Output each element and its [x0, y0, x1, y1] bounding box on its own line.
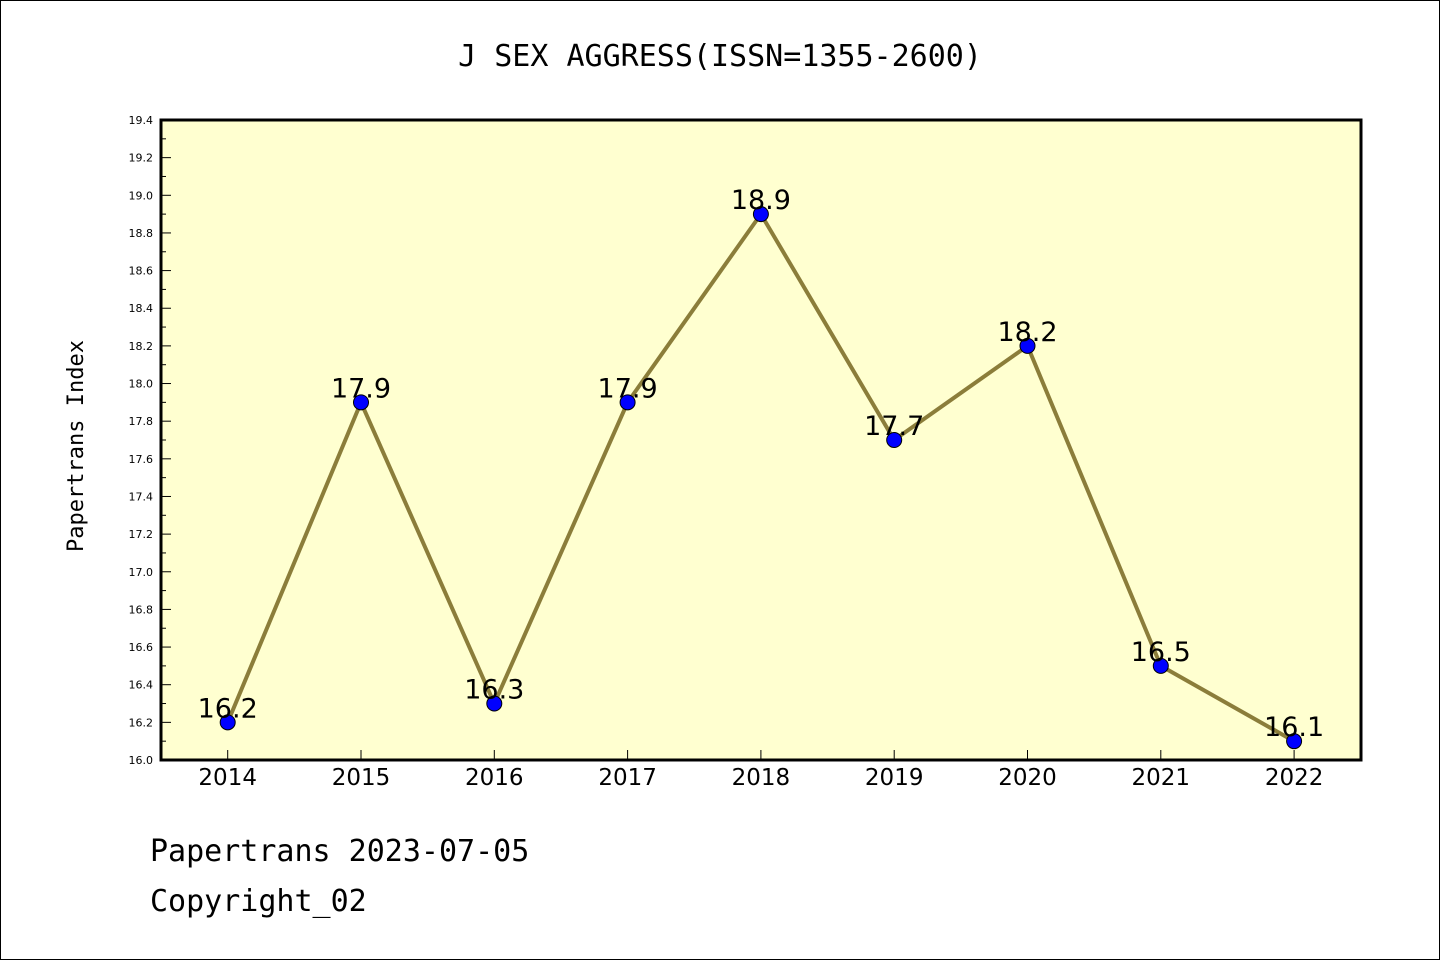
- y-tick-label: 16.6: [129, 641, 154, 654]
- data-point: [619, 394, 636, 411]
- x-tick-label: 2021: [1132, 765, 1191, 791]
- y-tick-label: 18.4: [129, 302, 154, 315]
- data-label: 18.2: [997, 317, 1057, 348]
- y-tick-label: 16.8: [129, 603, 154, 616]
- y-tick-label: 17.6: [129, 453, 154, 466]
- data-point: [353, 394, 369, 411]
- plot-area: [161, 120, 1361, 760]
- y-tick-label: 17.8: [129, 415, 154, 428]
- plot-border: [159, 118, 1363, 762]
- y-axis: 16.0 16.2 16.4 16.6 16.8 17.0 17.2 17.4 17.6 17.8…: [129, 114, 171, 767]
- data-point: [752, 206, 769, 223]
- data-point: [486, 695, 503, 712]
- y-tick-label: 19.4: [129, 114, 154, 127]
- y-axis-label: Papertrans Index: [64, 340, 89, 552]
- x-tick-label: 2015: [332, 765, 391, 791]
- data-labels: 16.2 17.9 16.3 17.9 18.9 17.7 18.2 16.5 16.1: [198, 185, 1325, 743]
- y-tick-label: 19.2: [129, 152, 154, 165]
- x-tick-label: 2019: [865, 765, 924, 791]
- y-tick-label: 16.4: [129, 679, 154, 692]
- x-tick-label: 2020: [998, 765, 1057, 791]
- y-tick-label: 18.2: [129, 340, 154, 353]
- data-point: [1286, 733, 1303, 750]
- data-label: 17.9: [331, 373, 391, 404]
- x-tick-label: 2022: [1265, 765, 1324, 791]
- footer-copyright: Copyright_02: [150, 884, 367, 919]
- data-point: [1152, 657, 1169, 674]
- data-label: 16.5: [1131, 637, 1191, 668]
- y-tick-label: 16.0: [129, 754, 154, 767]
- x-axis: 2014 2015 2016 2017 2018 2019 2020 2021 2022: [198, 750, 1323, 791]
- data-label: 17.9: [598, 373, 658, 404]
- x-tick-label: 2018: [732, 765, 791, 791]
- y-tick-label: 17.4: [129, 490, 154, 503]
- y-tick-label: 18.8: [129, 227, 154, 240]
- data-point: [886, 432, 903, 448]
- y-tick-label: 17.2: [129, 528, 154, 541]
- data-point: [1019, 337, 1036, 354]
- data-markers: [219, 206, 1303, 750]
- data-label: 17.7: [864, 411, 924, 442]
- data-label: 16.3: [464, 675, 524, 706]
- y-tick-label: 17.0: [129, 566, 154, 579]
- x-tick-label: 2016: [465, 765, 524, 791]
- y-tick-label: 19.0: [129, 189, 154, 202]
- x-tick-label: 2017: [598, 765, 657, 791]
- y-tick-label: 18.0: [129, 378, 154, 391]
- data-label: 16.2: [198, 693, 258, 724]
- data-label: 18.9: [731, 185, 791, 216]
- footer-date: Papertrans 2023-07-05: [150, 834, 530, 869]
- chart-title: J SEX AGGRESS(ISSN=1355-2600): [458, 39, 982, 74]
- x-tick-label: 2014: [198, 765, 257, 791]
- y-tick-label: 18.6: [129, 265, 154, 278]
- y-tick-label: 16.2: [129, 716, 154, 729]
- data-label: 16.1: [1264, 712, 1324, 743]
- data-point: [219, 714, 236, 731]
